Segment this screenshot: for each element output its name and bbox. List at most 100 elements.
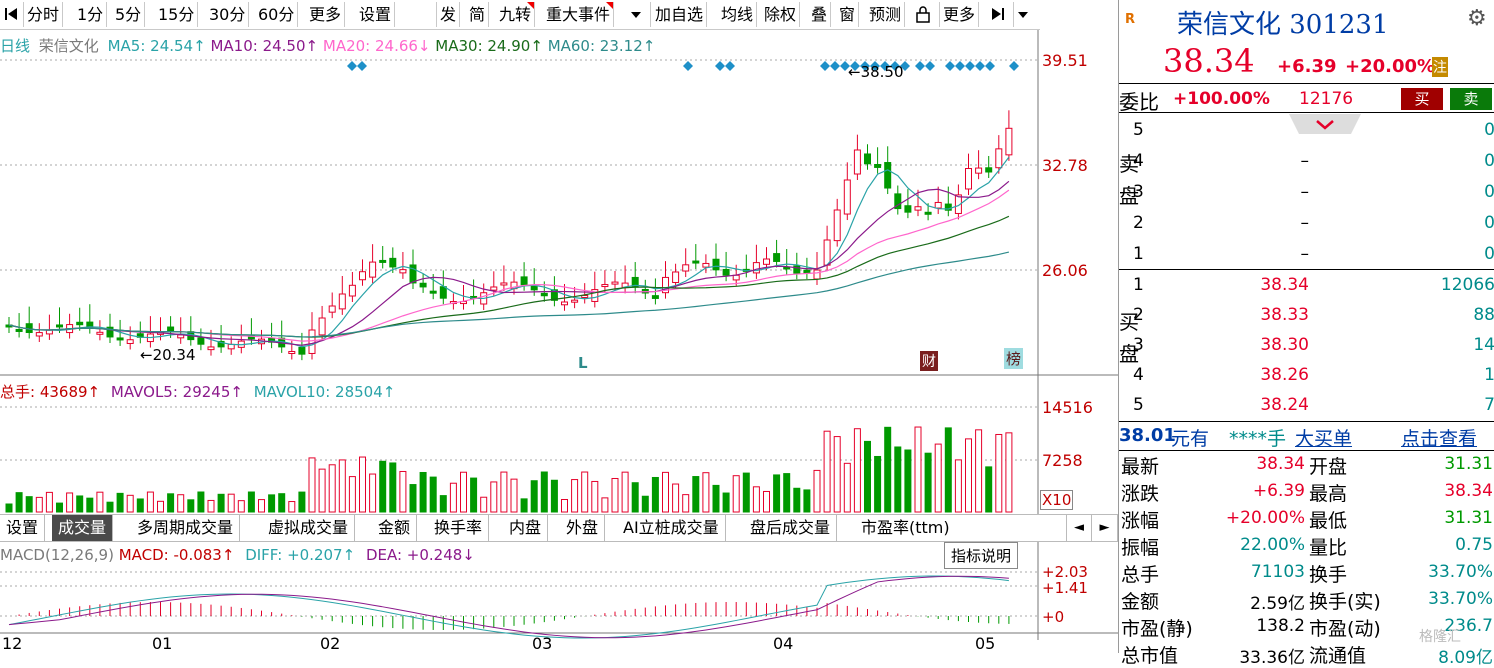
- volume-bar: [722, 492, 730, 513]
- volume-bar: [651, 476, 659, 513]
- big-order-link[interactable]: 点击查看: [1401, 428, 1478, 450]
- dropdown-icon[interactable]: [627, 2, 651, 27]
- volume-bar: [571, 479, 579, 513]
- volume-bar: [965, 438, 972, 513]
- tab-inner[interactable]: 内盘: [503, 515, 549, 541]
- kline-svg[interactable]: [0, 30, 1118, 653]
- more-button[interactable]: 更多: [940, 2, 980, 27]
- period-toolbar: 分时 1分 5分 15分 30分 60分 更多 设置 发 简 九转 重大事件 加…: [0, 0, 1040, 30]
- candle-body: [45, 329, 53, 335]
- candle-body: [965, 168, 972, 190]
- settings-button[interactable]: 设置: [356, 2, 396, 27]
- candle-body: [540, 292, 548, 297]
- ma5-value: MA5: 24.54↑: [107, 37, 206, 55]
- sell-row-4[interactable]: 4 – 0: [1119, 146, 1494, 178]
- candle-body: [662, 276, 669, 294]
- toolbar-dropdown-icon[interactable]: [1014, 2, 1038, 27]
- add-watchlist-button[interactable]: 加自选: [652, 2, 708, 27]
- big-order-row[interactable]: 38.01 元有 ****手 大买单 点击查看: [1119, 423, 1494, 451]
- sell-row-2[interactable]: 2 – 0: [1119, 208, 1494, 240]
- exright-button[interactable]: 除权: [761, 2, 801, 27]
- buy-row-2[interactable]: 2 38.33 88: [1119, 300, 1494, 332]
- signal-diamond-icon: [840, 61, 850, 71]
- period-tab-60min[interactable]: 60分: [255, 2, 299, 27]
- volume-bar: [793, 487, 801, 513]
- period-tab-1min[interactable]: 1分: [74, 2, 108, 27]
- tab-virtual-volume[interactable]: 虚拟成交量: [262, 515, 356, 541]
- jiuzhuan-button[interactable]: 九转: [496, 2, 536, 27]
- financial-report-marker[interactable]: 财: [920, 351, 938, 371]
- period-tab-fenshi[interactable]: 分时: [24, 2, 64, 27]
- volume-bar: [318, 468, 326, 513]
- first-page-icon[interactable]: [0, 2, 24, 27]
- tab-turnover[interactable]: 换手率: [428, 515, 490, 541]
- candle-body: [702, 262, 710, 268]
- window-button[interactable]: 窗: [836, 2, 860, 27]
- forecast-button[interactable]: 预测: [866, 2, 906, 27]
- volume-bar: [288, 501, 296, 513]
- buy-row-4[interactable]: 4 38.26 1: [1119, 360, 1494, 392]
- indicator-help-tooltip[interactable]: 指标说明: [944, 542, 1019, 569]
- tab-scroll-right[interactable]: ►: [1092, 515, 1118, 541]
- tab-ai-volume[interactable]: AI立桩成交量: [617, 515, 726, 541]
- sell-volume: 0: [1484, 213, 1494, 233]
- volume-bar: [682, 494, 690, 513]
- tab-multi-period-volume[interactable]: 多周期成交量: [131, 515, 241, 541]
- fa-button[interactable]: 发: [436, 2, 461, 27]
- buy-row-3[interactable]: 3 38.30 14: [1119, 330, 1494, 362]
- low-price-marker: ←20.34: [140, 346, 196, 364]
- volume-bar: [227, 493, 235, 513]
- signal-diamond-icon: [965, 61, 975, 71]
- ma-button[interactable]: 均线: [718, 2, 758, 27]
- last-page-icon[interactable]: [988, 2, 1014, 27]
- major-events-button[interactable]: 重大事件: [543, 2, 615, 27]
- tab-volume[interactable]: 成交量: [52, 515, 114, 541]
- candle-body: [197, 337, 205, 345]
- price-axis-mid: 32.78: [1042, 156, 1088, 175]
- buy-row-5[interactable]: 5 38.24 7: [1119, 390, 1494, 422]
- ma10-line: [8, 180, 1010, 346]
- signal-diamond-icon: [945, 61, 955, 71]
- buy-volume: 14: [1473, 335, 1494, 355]
- registration-badge: 注: [1432, 57, 1448, 77]
- tab-after-hours-volume[interactable]: 盘后成交量: [744, 515, 838, 541]
- candle-body: [975, 167, 983, 174]
- signal-diamond-icon: [955, 61, 965, 71]
- buy-row-1[interactable]: 1 38.34 12066: [1119, 270, 1494, 302]
- sell-row-3[interactable]: 3 – 0: [1119, 177, 1494, 209]
- tab-outer[interactable]: 外盘: [560, 515, 606, 541]
- stat-value: +6.39: [1252, 481, 1305, 501]
- collapse-chevron-icon[interactable]: [1289, 114, 1361, 136]
- sell-side-label: 卖盘: [1119, 152, 1139, 208]
- buy-button[interactable]: 买: [1401, 88, 1443, 110]
- candle-body: [884, 162, 892, 189]
- buy-volume: 1: [1484, 365, 1494, 385]
- jian-button[interactable]: 简: [466, 2, 490, 27]
- weibi-row: 委比 +100.00% 12176 买 卖: [1119, 83, 1494, 114]
- dragon-tiger-marker[interactable]: 榜: [1004, 348, 1024, 369]
- tab-scroll-left[interactable]: ◄: [1066, 515, 1092, 541]
- volume-bar: [783, 473, 791, 513]
- buy-price: 38.24: [1260, 395, 1309, 415]
- period-more-button[interactable]: 更多: [306, 2, 346, 27]
- volume-bar: [884, 426, 892, 513]
- stat-label: 流通值: [1309, 645, 1367, 667]
- volume-bar: [45, 491, 53, 513]
- sell-button[interactable]: 卖: [1450, 88, 1492, 110]
- candle-body: [793, 265, 801, 274]
- tab-settings[interactable]: 设置: [0, 515, 46, 541]
- period-tab-30min[interactable]: 30分: [206, 2, 250, 27]
- sell-row-1[interactable]: 1 – 0: [1119, 239, 1494, 271]
- period-tab-15min[interactable]: 15分: [155, 2, 199, 27]
- candle-body: [308, 329, 316, 354]
- kline-chart-area[interactable]: 日线 荣信文化 MA5: 24.54↑ MA10: 24.50↑ MA20: 2…: [0, 30, 1118, 653]
- lock-icon[interactable]: [912, 2, 940, 27]
- tab-pe-ttm[interactable]: 市盈率(ttm): [861, 518, 950, 537]
- overlay-button[interactable]: 叠: [808, 2, 832, 27]
- volume-bar: [823, 430, 831, 513]
- gear-icon[interactable]: ⚙: [1467, 6, 1487, 31]
- tab-amount[interactable]: 金额: [372, 515, 418, 541]
- price-change: +6.39: [1277, 56, 1337, 77]
- period-tab-5min[interactable]: 5分: [112, 2, 146, 27]
